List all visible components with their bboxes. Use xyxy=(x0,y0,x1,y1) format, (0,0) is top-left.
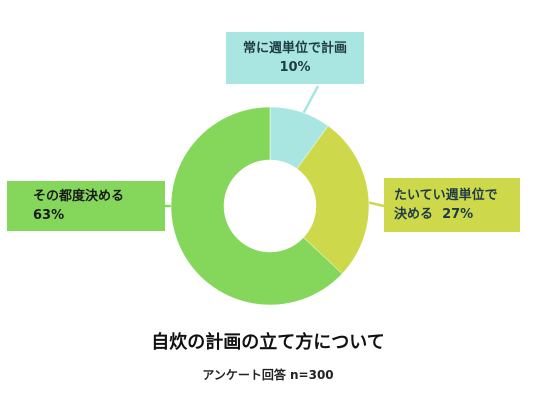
slice-label-each-time: その都度決める xyxy=(33,189,125,204)
callout-weekly-plan: 常に週単位で計画 10% xyxy=(226,32,364,84)
slice-label-line2-row: 決める 27% xyxy=(394,205,473,224)
callout-each-time: その都度決める 63% xyxy=(7,181,165,231)
slice-value-weekly-plan: 10% xyxy=(279,60,311,75)
slice-label-weekly-plan: 常に週単位で計画 xyxy=(242,41,347,56)
donut-slice-mostly-weekly xyxy=(296,125,370,275)
slice-label-mostly-weekly-line2: 決める xyxy=(394,207,434,222)
slice-value-each-time: 63% xyxy=(33,208,65,223)
slice-value-mostly-weekly: 27% xyxy=(442,207,474,222)
chart-title: 自炊の計画の立て方について xyxy=(151,332,385,353)
donut-slice-each-time xyxy=(170,106,343,306)
chart-subtitle: アンケート回答 n=300 xyxy=(202,368,334,382)
donut-slices xyxy=(170,106,370,306)
slice-label-mostly-weekly: たいてい週単位で xyxy=(394,188,498,203)
callout-mostly-weekly: たいてい週単位で 決める 27% xyxy=(384,178,520,232)
